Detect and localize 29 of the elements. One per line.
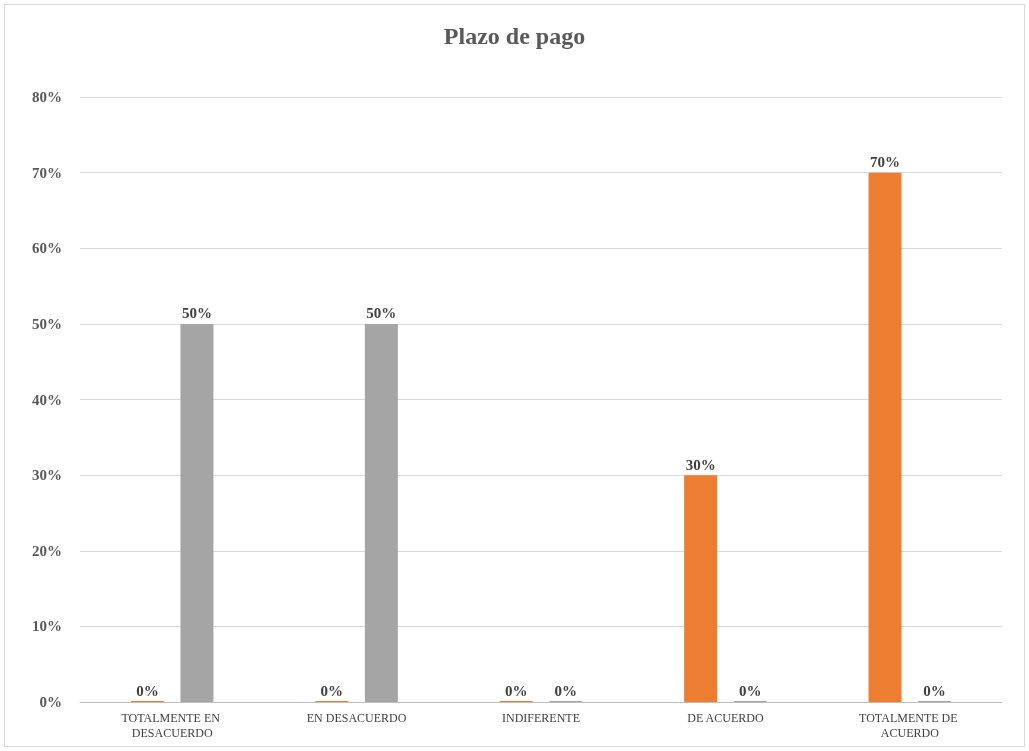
data-label: 50% xyxy=(181,305,212,322)
x-tick-label: INDIFERENTE xyxy=(502,710,580,725)
bar xyxy=(180,323,214,702)
y-tick-label: 60% xyxy=(32,240,62,257)
y-tick-label: 30% xyxy=(32,467,62,484)
x-tick-label: TOTALMENTE DE ACUERDO xyxy=(859,710,961,740)
data-label: 0% xyxy=(554,682,577,699)
data-label: 0% xyxy=(320,682,344,699)
y-tick-label: 0% xyxy=(39,694,62,710)
data-label: 70% xyxy=(870,154,901,171)
data-label: 0% xyxy=(738,682,762,699)
data-label: 0% xyxy=(136,682,159,699)
data-label: 0% xyxy=(505,682,528,699)
bar xyxy=(868,172,902,702)
y-tick-label: 40% xyxy=(32,391,62,408)
chart-title: Plazo de pago xyxy=(443,23,586,49)
data-label: 50% xyxy=(366,305,397,322)
x-tick-label: EN DESACUERDO xyxy=(306,710,407,725)
y-tick-label: 50% xyxy=(32,315,62,332)
data-label: 0% xyxy=(923,682,946,699)
y-tick-label: 10% xyxy=(32,618,62,635)
bar xyxy=(684,475,718,702)
x-tick-label: TOTALMENTE EN DESACUERDO xyxy=(121,710,223,740)
bar xyxy=(364,323,398,702)
x-tick-label: DE ACUERDO xyxy=(687,710,764,725)
data-label: 30% xyxy=(685,456,716,473)
y-tick-label: 20% xyxy=(32,542,62,559)
y-tick-label: 80% xyxy=(32,89,62,105)
y-tick-label: 70% xyxy=(32,164,62,181)
